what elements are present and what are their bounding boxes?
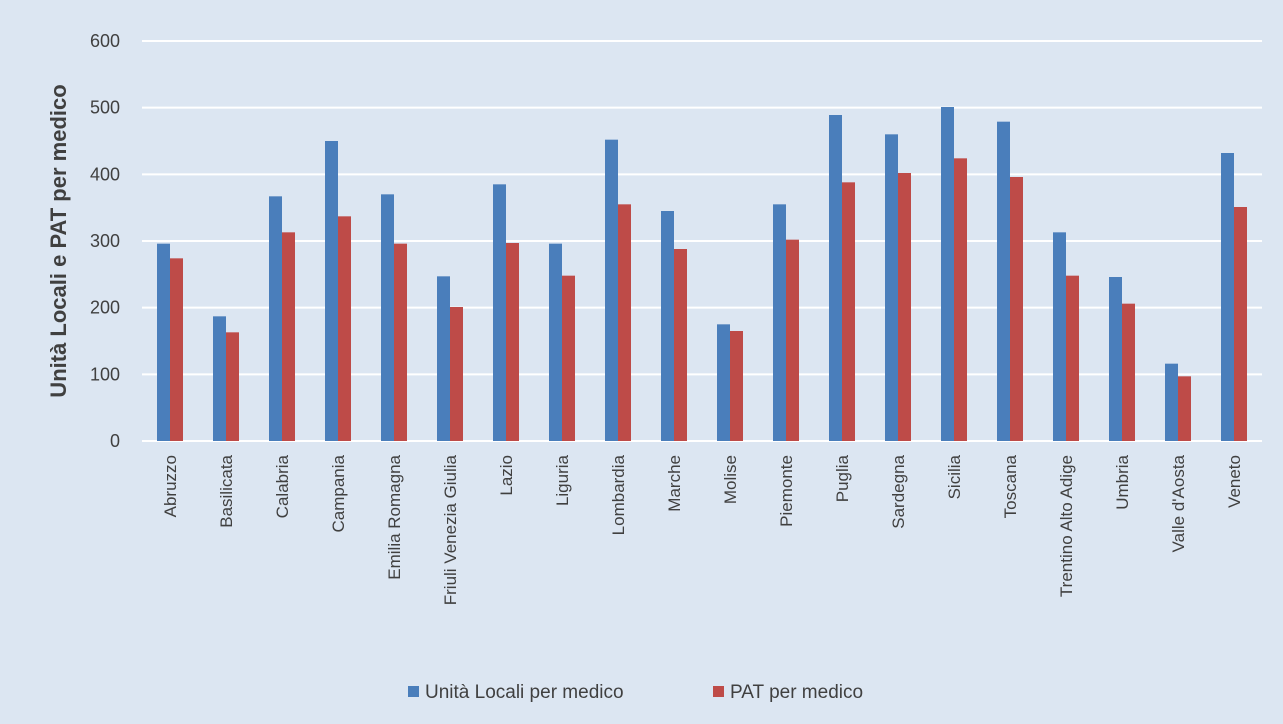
bar-pat xyxy=(674,249,687,441)
x-tick-label: Toscana xyxy=(1001,454,1020,518)
x-tick-label: Trentino Alto Adige xyxy=(1057,455,1076,597)
bar-unita-locali xyxy=(157,243,170,441)
bar-unita-locali xyxy=(605,139,618,441)
y-tick-label: 100 xyxy=(90,364,120,384)
x-tick-label: Abruzzo xyxy=(161,455,180,517)
bar-pat xyxy=(898,173,911,441)
bar-pat xyxy=(394,243,407,441)
bar-unita-locali xyxy=(325,141,338,441)
x-tick-label: Veneto xyxy=(1225,455,1244,508)
bar-unita-locali xyxy=(941,107,954,441)
bar-unita-locali xyxy=(493,184,506,442)
x-tick-label: Sicilia xyxy=(945,454,964,499)
bar-unita-locali xyxy=(1221,153,1234,441)
x-tick-label: Umbria xyxy=(1113,454,1132,509)
bar-unita-locali xyxy=(661,211,674,441)
bar-unita-locali xyxy=(1109,277,1122,441)
bar-unita-locali xyxy=(381,194,394,441)
y-tick-label: 0 xyxy=(110,431,120,451)
legend: Unità Locali per medico PAT per medico xyxy=(408,682,863,703)
x-tick-label: Piemonte xyxy=(777,455,796,527)
bar-pat xyxy=(450,307,463,441)
y-tick-label: 600 xyxy=(90,31,120,51)
bar-pat xyxy=(170,258,183,441)
bar-unita-locali xyxy=(1053,232,1066,441)
y-tick-label: 300 xyxy=(90,231,120,251)
x-tick-label: Puglia xyxy=(833,454,852,502)
x-tick-label: Basilicata xyxy=(217,454,236,527)
bar-unita-locali xyxy=(213,316,226,441)
legend-swatch xyxy=(408,686,419,697)
legend-label: Unità Locali per medico xyxy=(425,682,624,703)
y-tick-label: 400 xyxy=(90,164,120,184)
x-tick-label: Calabria xyxy=(273,454,292,518)
bar-unita-locali xyxy=(549,243,562,441)
x-tick-label: Emilia Romagna xyxy=(385,454,404,579)
x-tick-label: Molise xyxy=(721,455,740,504)
legend-swatch xyxy=(713,686,724,697)
bar-pat xyxy=(1122,303,1135,441)
bar-pat xyxy=(842,182,855,442)
bar-pat xyxy=(618,204,631,441)
x-tick-label: Marche xyxy=(665,455,684,512)
y-axis-label: Unità Locali e PAT per medico xyxy=(46,84,71,397)
bar-pat xyxy=(226,332,239,441)
y-tick-label: 500 xyxy=(90,98,120,118)
bar-unita-locali xyxy=(1165,363,1178,441)
bar-pat xyxy=(282,232,295,441)
x-tick-label: Liguria xyxy=(553,454,572,506)
bar-pat xyxy=(562,275,575,441)
bar-pat xyxy=(506,243,519,441)
bar-pat xyxy=(1234,207,1247,441)
x-tick-label: Campania xyxy=(329,454,348,532)
x-tick-label: Friuli Venezia Giulia xyxy=(441,454,460,605)
bar-unita-locali xyxy=(885,134,898,442)
x-axis-categories: Abruzzo Basilicata Calabria Campania Emilia … xyxy=(161,454,1244,605)
bars xyxy=(157,107,1247,442)
bar-pat xyxy=(1010,177,1023,441)
bar-pat xyxy=(730,331,743,441)
x-tick-label: Lombardia xyxy=(609,454,628,535)
legend-label: PAT per medico xyxy=(730,682,863,703)
y-axis-ticks: 0 100 200 300 400 500 600 xyxy=(90,31,120,451)
bar-pat xyxy=(954,158,967,442)
bar-unita-locali xyxy=(829,115,842,441)
bar-unita-locali xyxy=(269,196,282,441)
y-tick-label: 200 xyxy=(90,298,120,318)
bar-pat xyxy=(1178,376,1191,441)
bar-unita-locali xyxy=(997,121,1010,442)
x-tick-label: Valle d'Aosta xyxy=(1169,454,1188,552)
bar-unita-locali xyxy=(773,204,786,441)
bar-pat xyxy=(1066,275,1079,441)
x-tick-label: Sardegna xyxy=(889,454,908,528)
bar-unita-locali xyxy=(717,324,730,441)
bar-pat xyxy=(338,216,351,441)
bar-pat xyxy=(786,239,799,441)
bar-unita-locali xyxy=(437,276,450,441)
x-tick-label: Lazio xyxy=(497,455,516,496)
